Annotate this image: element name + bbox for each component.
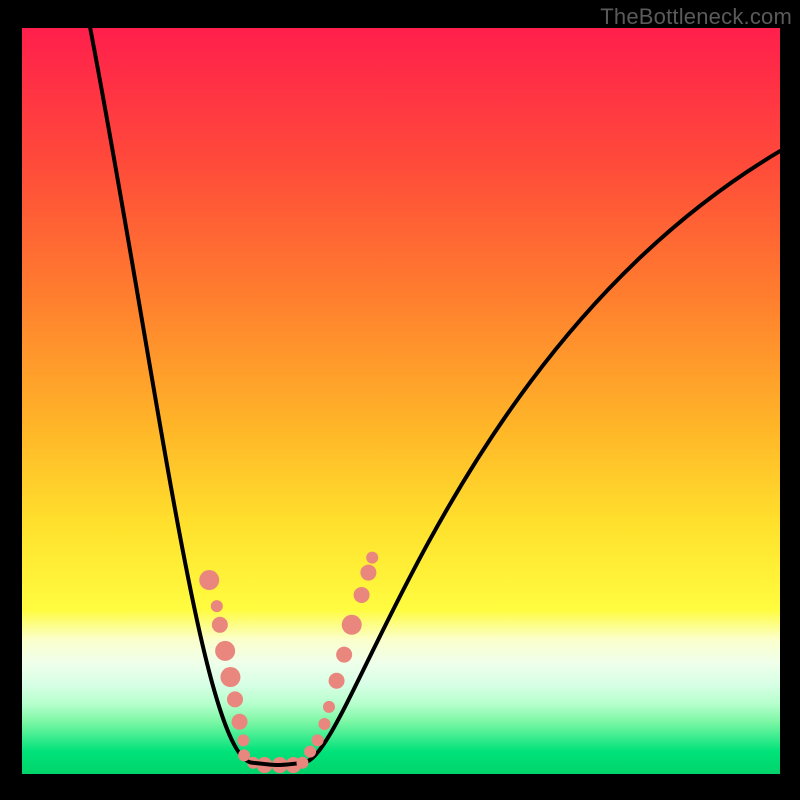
marker-point — [220, 667, 240, 687]
marker-point — [232, 714, 248, 730]
marker-point — [329, 673, 345, 689]
plot-background — [22, 28, 780, 774]
marker-point — [211, 600, 223, 612]
marker-point — [312, 734, 324, 746]
marker-point — [342, 615, 362, 635]
marker-point — [304, 746, 316, 758]
marker-point — [212, 617, 228, 633]
marker-point — [318, 718, 330, 730]
watermark-text: TheBottleneck.com — [600, 4, 792, 30]
plot-area-wrap — [0, 0, 800, 800]
marker-point — [238, 749, 250, 761]
marker-point — [199, 570, 219, 590]
marker-point — [296, 757, 308, 769]
marker-point — [227, 691, 243, 707]
marker-point — [360, 565, 376, 581]
marker-point — [215, 641, 235, 661]
marker-point — [366, 552, 378, 564]
marker-point — [336, 647, 352, 663]
marker-point — [354, 587, 370, 603]
chart-svg — [0, 0, 800, 800]
figure-frame: TheBottleneck.com — [0, 0, 800, 800]
marker-point — [237, 734, 249, 746]
marker-point — [323, 701, 335, 713]
